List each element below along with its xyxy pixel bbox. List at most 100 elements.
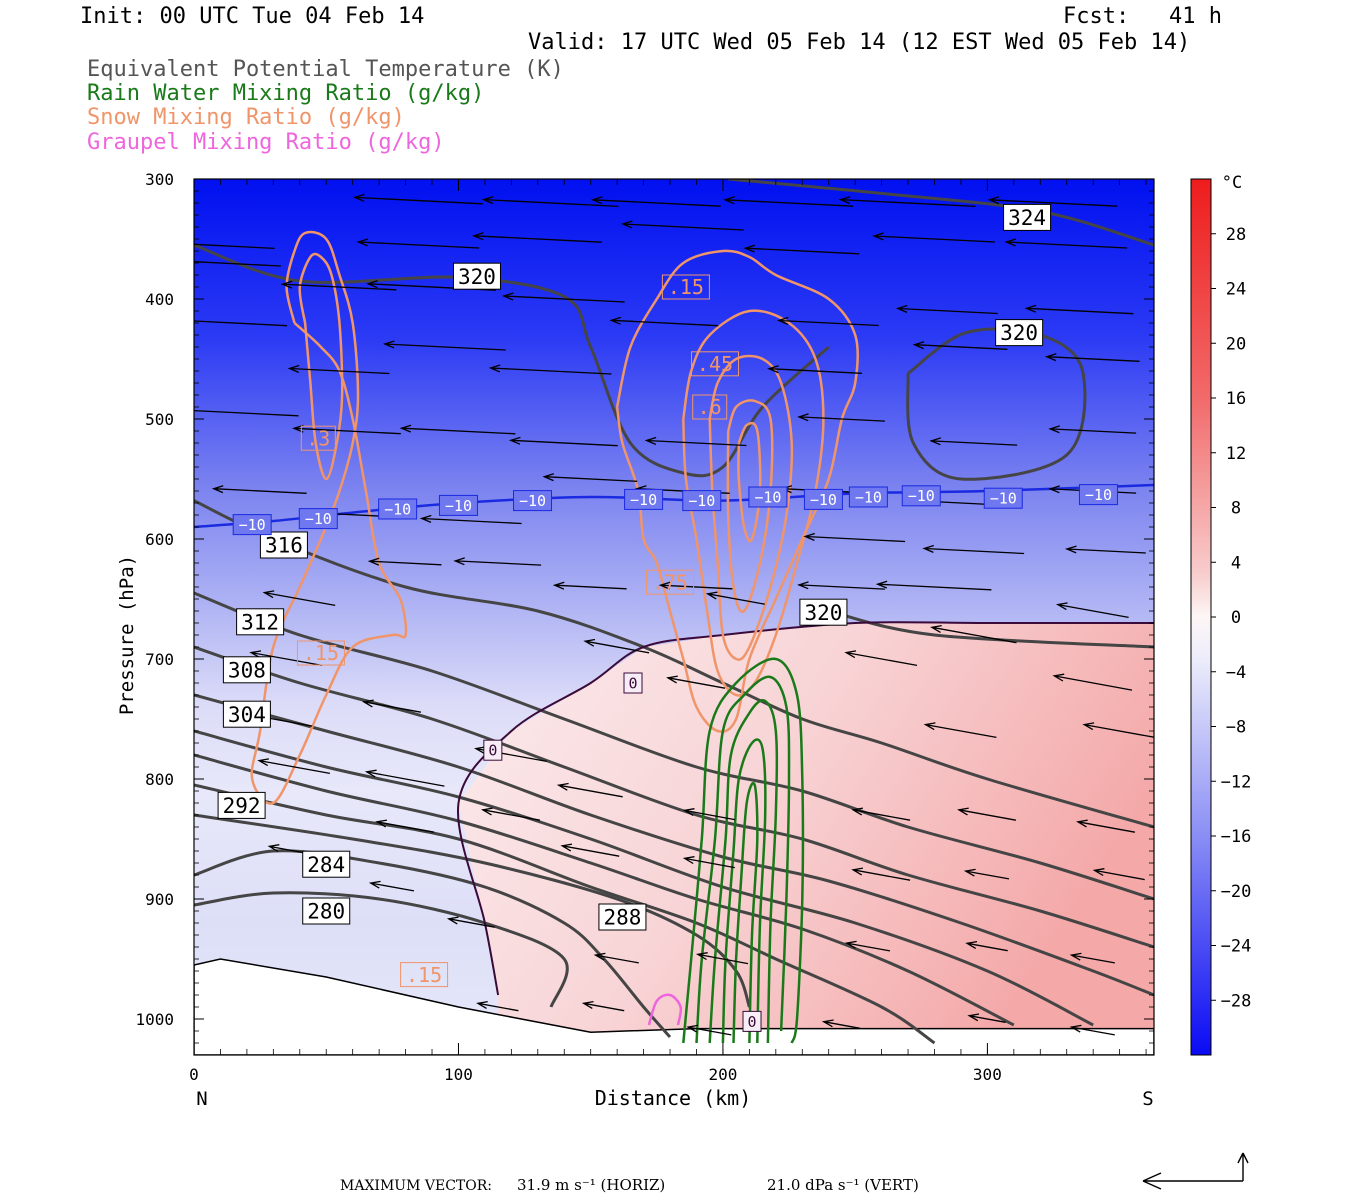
colorbar-label: 28 bbox=[1226, 225, 1246, 245]
svg-text:−10: −10 bbox=[445, 497, 472, 515]
svg-text:−10: −10 bbox=[384, 500, 411, 518]
snow-contour-.15 bbox=[615, 249, 859, 733]
minus10-label: −10 bbox=[1078, 484, 1118, 506]
colorbar-label: −24 bbox=[1221, 937, 1252, 957]
svg-text:0: 0 bbox=[748, 1013, 757, 1031]
wind-vector bbox=[682, 808, 735, 821]
wind-vector bbox=[686, 1024, 732, 1036]
svg-text:324: 324 bbox=[1008, 206, 1046, 230]
minus10-label: −10 bbox=[682, 490, 722, 512]
init-time: Init: 00 UTC Tue 04 Feb 14 bbox=[80, 4, 425, 29]
x-tick-label: 100 bbox=[444, 1065, 473, 1084]
snow-contour-.3 bbox=[298, 252, 344, 481]
svg-text:308: 308 bbox=[228, 658, 266, 682]
plot-area: 324320320320316312308304292288284280−10−… bbox=[194, 179, 1154, 1055]
snow-label: .15 bbox=[661, 274, 710, 300]
snow-contour-.6 bbox=[708, 354, 794, 661]
snow-contour-.15 bbox=[250, 230, 408, 805]
svg-text:.45: .45 bbox=[697, 352, 733, 376]
svg-text:0: 0 bbox=[488, 742, 497, 760]
wind-vector bbox=[895, 304, 998, 315]
svg-text:0: 0 bbox=[628, 674, 637, 692]
wind-vector bbox=[453, 557, 542, 566]
wind-vector bbox=[1064, 545, 1146, 554]
wind-vector bbox=[620, 220, 744, 231]
colorbar-label: −12 bbox=[1221, 772, 1252, 792]
minus10-label: −10 bbox=[378, 498, 418, 520]
minus10-label: −10 bbox=[232, 514, 272, 536]
theta-e-label-292: 292 bbox=[217, 791, 266, 819]
zero-isotherm bbox=[456, 621, 1154, 996]
wind-vector bbox=[912, 341, 1008, 350]
colorbar-label: −4 bbox=[1226, 663, 1246, 683]
theta-e-contour-320 bbox=[828, 609, 1154, 649]
wind-vector bbox=[644, 436, 747, 447]
wind-vector bbox=[923, 722, 997, 739]
wind-vector bbox=[930, 624, 1017, 644]
legend-theta-e: Equivalent Potential Temperature (K) bbox=[87, 57, 564, 82]
y-axis-label: Pressure (hPa) bbox=[116, 555, 138, 715]
wind-vector bbox=[767, 365, 862, 374]
wind-vector bbox=[194, 320, 288, 327]
max-vector-vert: 21.0 dPa s⁻¹ (VERT) bbox=[767, 1176, 919, 1194]
y-tick-label: 600 bbox=[145, 530, 174, 549]
colorbar-label: 20 bbox=[1226, 334, 1246, 354]
wind-vector bbox=[280, 280, 397, 291]
svg-text:−10: −10 bbox=[855, 488, 882, 506]
valid-time: Valid: 17 UTC Wed 05 Feb 14 (12 EST Wed … bbox=[528, 30, 1191, 55]
wind-vector bbox=[1069, 1024, 1115, 1036]
wind-vector bbox=[821, 1019, 861, 1029]
wind-vector bbox=[875, 580, 992, 591]
snow-label: .3 bbox=[300, 425, 336, 451]
wind-vector bbox=[743, 244, 860, 255]
svg-text:−10: −10 bbox=[688, 492, 715, 510]
legend-graupel: Graupel Mixing Ratio (g/kg) bbox=[87, 130, 445, 155]
wind-vector bbox=[723, 196, 854, 207]
wind-vector bbox=[963, 868, 1010, 880]
theta-e-contour-324 bbox=[728, 179, 1154, 247]
wind-vector bbox=[560, 843, 620, 857]
svg-text:312: 312 bbox=[241, 610, 279, 634]
wind-vector bbox=[194, 243, 275, 250]
svg-text:288: 288 bbox=[603, 906, 641, 930]
forecast-hour: Fcst: 41 h bbox=[1063, 4, 1222, 29]
wind-vector bbox=[797, 581, 885, 590]
wind-vector bbox=[922, 544, 1025, 555]
svg-text:.15: .15 bbox=[668, 275, 704, 299]
colorbar-label: −20 bbox=[1221, 882, 1252, 902]
colorbar-label: 0 bbox=[1231, 608, 1241, 628]
svg-text:−10: −10 bbox=[990, 490, 1017, 508]
minus10-label: −10 bbox=[298, 508, 338, 530]
wind-vector bbox=[257, 758, 331, 775]
theta-e-label-280: 280 bbox=[302, 897, 351, 925]
svg-text:−10: −10 bbox=[305, 510, 332, 528]
minus10-label: −10 bbox=[624, 488, 664, 510]
minus10-label: −10 bbox=[901, 485, 941, 507]
colorbar-label: −8 bbox=[1226, 718, 1246, 738]
wind-vector bbox=[472, 232, 602, 243]
theta-e-contour-308 bbox=[194, 645, 1154, 949]
wind-vector bbox=[481, 196, 619, 208]
wind-vector bbox=[851, 867, 911, 881]
rain-contour-.45 bbox=[708, 699, 779, 1044]
minus10-label: −10 bbox=[848, 486, 888, 508]
wind-vector bbox=[249, 650, 323, 667]
wind-vector bbox=[552, 581, 627, 590]
colorbar-scale bbox=[1190, 178, 1212, 1056]
wind-vector bbox=[399, 424, 516, 435]
wind-vector bbox=[480, 807, 541, 821]
north-label: N bbox=[196, 1088, 207, 1110]
svg-text:280: 280 bbox=[307, 900, 345, 924]
zero-label: 0 bbox=[623, 672, 643, 694]
wind-vector bbox=[967, 1013, 1006, 1023]
wind-vector bbox=[705, 591, 765, 605]
wind-vector bbox=[361, 699, 422, 713]
wind-vector bbox=[556, 782, 623, 798]
theta-e-label-308: 308 bbox=[222, 656, 271, 684]
max-vector-horiz: 31.9 m s⁻¹ (HORIZ) bbox=[517, 1176, 665, 1194]
wind-vector bbox=[957, 807, 1017, 821]
theta-e-contour-320 bbox=[906, 327, 1087, 481]
wind-vector bbox=[682, 856, 735, 869]
colorbar-label: 4 bbox=[1231, 553, 1241, 573]
